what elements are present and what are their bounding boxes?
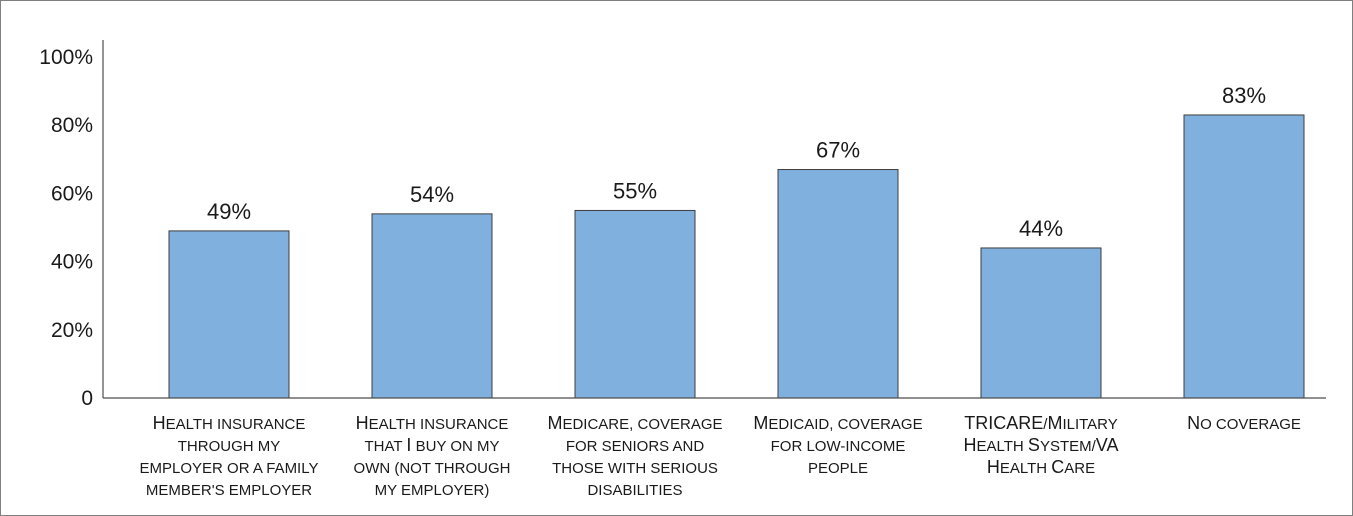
x-axis: HEALTH INSURANCE THROUGH MY EMPLOYER OR A … xyxy=(103,397,1326,499)
x-tick-label: HEALTH INSURANCE xyxy=(153,413,306,433)
x-tick-label: HEALTH INSURANCE xyxy=(356,413,509,433)
x-tick-label: MEDICARE, COVERAGE xyxy=(547,413,722,433)
bar-value-label: 67% xyxy=(816,138,860,163)
x-tick-label: TRICARE/MILITARY xyxy=(964,413,1118,433)
y-tick-label: 80% xyxy=(51,114,93,137)
y-tick-label: 100% xyxy=(39,46,93,69)
x-tick-label: FOR SENIORS AND xyxy=(566,438,705,455)
x-tick-label: NO COVERAGE xyxy=(1187,413,1301,433)
x-tick-label: THOSE WITH SERIOUS xyxy=(552,460,718,477)
x-tick-label: MEMBER'S EMPLOYER xyxy=(146,482,312,499)
bars xyxy=(168,114,1305,399)
bar xyxy=(371,213,493,399)
value-labels: 49% 54% 55% 67% 44% 83% xyxy=(207,83,1266,241)
bar xyxy=(1183,114,1305,399)
x-tick-label: HEALTH CARE xyxy=(987,457,1095,477)
x-tick-label: PEOPLE xyxy=(808,460,868,477)
x-tick-label: HEALTH SYSTEM/VA xyxy=(964,435,1119,455)
x-tick-label: DISABILITIES xyxy=(587,482,682,499)
bar xyxy=(777,169,899,399)
bar-value-label: 54% xyxy=(410,182,454,207)
x-tick-label: EMPLOYER OR A FAMILY xyxy=(140,460,319,477)
bar xyxy=(980,247,1102,399)
x-tick-label: MY EMPLOYER) xyxy=(375,482,490,499)
y-axis: 0 20% 40% 60% 80% 100% xyxy=(39,40,104,410)
bar xyxy=(168,230,290,399)
bar-value-label: 49% xyxy=(207,199,251,224)
x-tick-label: OWN (NOT THROUGH xyxy=(354,460,511,477)
x-tick-label: THROUGH MY xyxy=(178,438,281,455)
x-tick-label: MEDICAID, COVERAGE xyxy=(753,413,922,433)
x-tick-label: FOR LOW-INCOME xyxy=(771,438,906,455)
y-tick-label: 40% xyxy=(51,251,93,274)
bar xyxy=(574,209,696,399)
y-tick-label: 60% xyxy=(51,182,93,205)
bar-value-label: 44% xyxy=(1019,216,1063,241)
y-tick-label: 20% xyxy=(51,319,93,342)
x-tick-label: THAT I BUY ON MY xyxy=(364,435,499,455)
bar-value-label: 83% xyxy=(1222,83,1266,108)
bar-value-label: 55% xyxy=(613,178,657,203)
y-tick-label: 0 xyxy=(81,387,93,410)
